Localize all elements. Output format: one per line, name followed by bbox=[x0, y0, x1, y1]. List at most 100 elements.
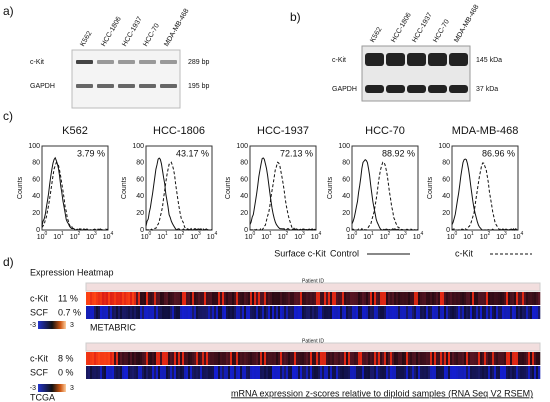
heatmap-cell bbox=[348, 306, 351, 319]
heatmap-cell bbox=[422, 352, 425, 365]
heatmap-cell bbox=[444, 306, 447, 319]
heatmap-cell bbox=[416, 292, 419, 305]
heatmap-cell bbox=[108, 292, 111, 305]
heatmap-cell bbox=[234, 366, 237, 379]
heatmap-cell bbox=[288, 306, 291, 319]
heatmap-cell bbox=[376, 292, 379, 305]
x-tick-label: 104 bbox=[513, 231, 524, 241]
band bbox=[139, 84, 156, 88]
gel-image bbox=[71, 49, 181, 109]
percent-label: 86.96 % bbox=[482, 148, 515, 158]
heatmap-cell bbox=[166, 352, 169, 365]
heatmap-cell bbox=[384, 292, 387, 305]
heatmap-cell bbox=[364, 352, 367, 365]
heatmap-cell bbox=[282, 292, 285, 305]
heatmap-cell bbox=[536, 366, 539, 379]
heatmap-cell bbox=[356, 352, 359, 365]
percent-label: 0.7 % bbox=[58, 307, 81, 317]
heatmap-cell bbox=[176, 306, 179, 319]
x-tick-label: 100 bbox=[447, 231, 458, 241]
heatmap-cell bbox=[344, 352, 347, 365]
heatmap-cell bbox=[90, 366, 93, 379]
heatmap-cell bbox=[518, 352, 521, 365]
heatmap-cell bbox=[462, 352, 465, 365]
heatmap-cell bbox=[196, 306, 199, 319]
heatmap-cell bbox=[234, 306, 237, 319]
heatmap-cell bbox=[232, 306, 235, 319]
heatmap-cell bbox=[476, 292, 479, 305]
heatmap-cell bbox=[444, 352, 447, 365]
heatmap-cell bbox=[514, 366, 517, 379]
heatmap-cell bbox=[444, 366, 447, 379]
heatmap-cell bbox=[356, 306, 359, 319]
heatmap-cell bbox=[418, 292, 421, 305]
heatmap-cell bbox=[504, 306, 507, 319]
heatmap-cell bbox=[440, 292, 443, 305]
heatmap-cell bbox=[300, 292, 303, 305]
heatmap-cell bbox=[328, 306, 331, 319]
heatmap-cell bbox=[390, 366, 393, 379]
y-tick-label: 100 bbox=[236, 143, 248, 150]
heatmap-cell bbox=[472, 352, 475, 365]
heatmap-cell bbox=[428, 306, 431, 319]
heatmap-cell bbox=[242, 292, 245, 305]
tick-exponent: 2 bbox=[182, 231, 185, 237]
heatmap-cell bbox=[290, 306, 293, 319]
heatmap-cell bbox=[104, 292, 107, 305]
y-tick-label: 100 bbox=[132, 143, 144, 150]
heatmap-cell bbox=[182, 306, 185, 319]
heatmap-cell bbox=[302, 292, 305, 305]
tick-base: 10 bbox=[261, 234, 269, 241]
heatmap-cell bbox=[208, 306, 211, 319]
heatmap-cell bbox=[438, 292, 441, 305]
heatmap-cell bbox=[92, 352, 95, 365]
heatmap-cell bbox=[448, 292, 451, 305]
heatmap-cell bbox=[334, 352, 337, 365]
row-label: c-Kit bbox=[332, 57, 346, 64]
heatmap-cell bbox=[448, 352, 451, 365]
heatmap-cell bbox=[160, 352, 163, 365]
heatmap-cell bbox=[260, 306, 263, 319]
heatmap-cell bbox=[438, 306, 441, 319]
heatmap-cell bbox=[456, 306, 459, 319]
heatmap-row bbox=[86, 366, 541, 379]
heatmap-cell bbox=[526, 306, 529, 319]
heatmap-cell bbox=[502, 306, 505, 319]
heatmap-cell bbox=[96, 306, 99, 319]
heatmap-cell bbox=[472, 306, 475, 319]
heatmap-cell bbox=[458, 292, 461, 305]
band bbox=[97, 60, 114, 64]
tick-base: 10 bbox=[363, 234, 371, 241]
heatmap-cell bbox=[290, 352, 293, 365]
heatmap-cell bbox=[492, 352, 495, 365]
heatmap-cell bbox=[426, 366, 429, 379]
heatmap-cell bbox=[212, 292, 215, 305]
heatmap-cell bbox=[336, 352, 339, 365]
heatmap-cell bbox=[248, 292, 251, 305]
heatmap-cell bbox=[330, 306, 333, 319]
heatmap-cell bbox=[298, 366, 301, 379]
heatmap-cell bbox=[372, 352, 375, 365]
heatmap-cell bbox=[456, 352, 459, 365]
heatmap-cell bbox=[220, 352, 223, 365]
y-tick-label: 40 bbox=[442, 193, 450, 200]
x-tick-label: 103 bbox=[396, 231, 407, 241]
heatmap-cell bbox=[198, 352, 201, 365]
heatmap-cell bbox=[218, 292, 221, 305]
heatmap-cell bbox=[436, 366, 439, 379]
heatmap-cell bbox=[330, 352, 333, 365]
heatmap-cell bbox=[238, 366, 241, 379]
heatmap-cell bbox=[162, 306, 165, 319]
y-tick-label: 0 bbox=[36, 227, 40, 234]
heatmap-cell bbox=[478, 306, 481, 319]
heatmap-cell bbox=[210, 306, 213, 319]
heatmap-cell bbox=[430, 292, 433, 305]
heatmap-cell bbox=[94, 292, 97, 305]
heatmap-cell bbox=[480, 352, 483, 365]
heatmap-cell bbox=[448, 306, 451, 319]
heatmap-cell bbox=[408, 306, 411, 319]
heatmap-cell bbox=[262, 366, 265, 379]
heatmap-cell bbox=[296, 352, 299, 365]
tick-exponent: 3 bbox=[404, 231, 407, 237]
percent-label: 88.92 % bbox=[382, 148, 415, 158]
